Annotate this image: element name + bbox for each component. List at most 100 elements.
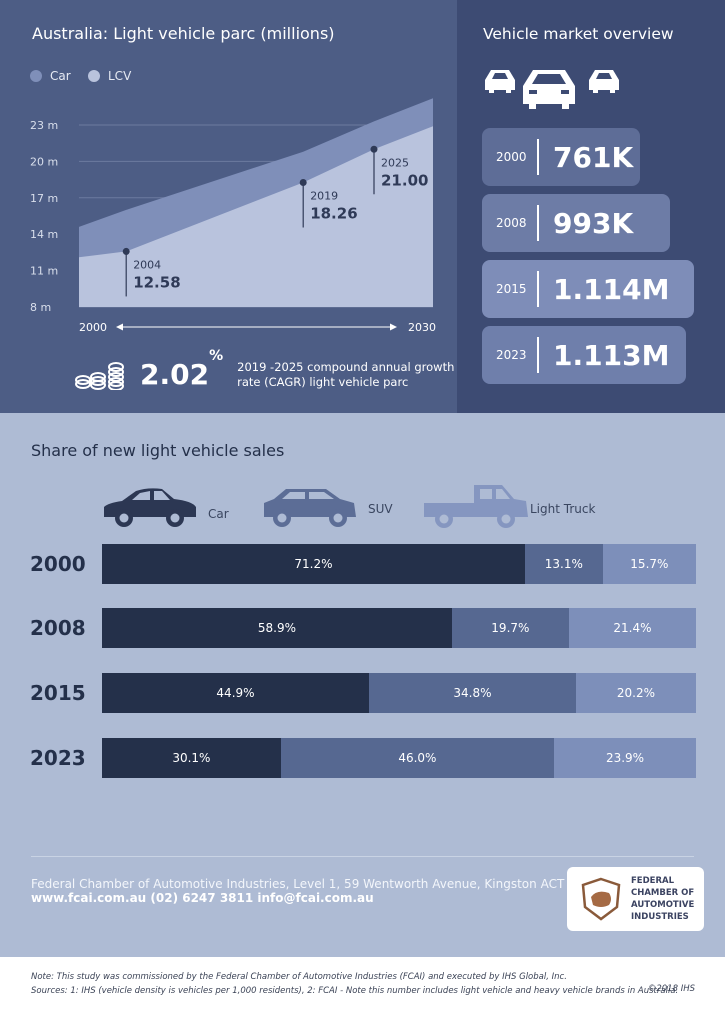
fcai-logo-text: FEDERAL CHAMBER OF AUTOMOTIVE INDUSTRIES [631,875,694,923]
bar-segment-suv: 19.7% [451,608,569,648]
market-value: 993K [553,206,634,240]
area-series-lcv [79,126,433,307]
bar-segment-car: 30.1% [102,738,281,778]
x-axis-arrow-right [390,323,397,331]
fcai-logo-line-2: CHAMBER OF [631,888,695,898]
x-start-label: 2000 [79,321,107,334]
contact-text: www.fcai.com.au (02) 6247 3811 info@fcai… [31,891,374,905]
y-tick-label: 8 m [30,301,51,314]
market-separator [537,271,539,307]
annotation-year: 2019 [310,190,338,203]
bar-segment-car: 71.2% [102,544,525,584]
market-separator [537,337,539,373]
y-tick-label: 17 m [30,192,58,205]
bar-year-label: 2015 [30,681,86,705]
y-tick-label: 14 m [30,228,58,241]
bar-row-2008: 2008 58.9% 19.7% 21.4% [30,608,696,648]
legend-light-truck: Light Truck [530,502,596,516]
cagr-description: 2019 -2025 compound annual growth rate (… [237,359,455,389]
suv-icon [264,489,356,527]
bar-segment-suv: 46.0% [280,738,555,778]
bar-segment-suv: 13.1% [524,544,603,584]
market-box-2008: 2008 993K [482,194,670,252]
bar-row-2023: 2023 30.1% 46.0% 23.9% [30,738,696,778]
annotation-year: 2025 [381,156,409,169]
legend-lcv-label: LCV [108,69,132,83]
annotation-point [370,145,378,153]
fcai-logo: FEDERAL CHAMBER OF AUTOMOTIVE INDUSTRIES [567,867,704,931]
legend-lcv-swatch [88,70,100,82]
bar-segment-suv: 34.8% [368,673,576,713]
market-value: 761K [553,140,634,174]
legend-car-swatch [30,70,42,82]
parc-panel: Australia: Light vehicle parc (millions)… [0,0,457,413]
parc-chart-title: Australia: Light vehicle parc (millions) [32,24,335,43]
bar-segment-light-truck: 23.9% [554,738,696,778]
y-tick-label: 11 m [30,265,58,278]
cars-front-icon [485,70,619,109]
market-separator [537,139,539,175]
market-box-2000: 2000 761K [482,128,640,186]
fcai-logo-line-4: INDUSTRIES [631,912,689,922]
fcai-emblem-icon [581,877,621,921]
annotation-year: 2004 [133,258,161,271]
bar-year-label: 2008 [30,616,86,640]
coins-icon [75,361,124,390]
market-overview-panel: Vehicle market overview 2000 761K 2008 993K… [457,0,725,413]
fcai-logo-line-1: FEDERAL [631,876,675,886]
footnotes: Note: This study was commissioned by the… [31,970,711,998]
bar-track: 44.9% 34.8% 20.2% [102,673,696,713]
fcai-logo-line-3: AUTOMOTIVE [631,900,695,910]
bar-segment-light-truck: 21.4% [568,608,696,648]
parc-area-chart: 8 m 11 m 14 m 17 m 20 m 23 m 2004 12.58 2019 18.… [30,98,436,334]
market-value: 1.114M [553,272,670,306]
annotation-point [122,247,130,255]
address-text: Federal Chamber of Automotive Industries… [31,877,599,891]
cagr-percent-sign: % [209,348,224,364]
market-separator [537,205,539,241]
bar-track: 71.2% 13.1% 15.7% [102,544,696,584]
market-overview-title: Vehicle market overview [483,25,674,43]
bar-segment-car: 44.9% [102,673,369,713]
market-year: 2023 [496,348,527,362]
share-chart-title: Share of new light vehicle sales [31,441,285,460]
market-year: 2000 [496,150,527,164]
light-truck-icon [424,485,528,528]
footer-divider [31,856,694,857]
cagr-number: 2.02 [140,358,210,391]
y-tick-label: 23 m [30,119,58,132]
legend-car-label: Car [50,69,71,83]
bar-segment-car: 58.9% [102,608,452,648]
market-year: 2008 [496,216,527,230]
footnote-line-1: Note: This study was commissioned by the… [31,972,567,982]
share-panel: Share of new light vehicle sales Car SUV… [0,413,725,957]
bar-year-label: 2023 [30,746,86,770]
y-tick-label: 20 m [30,155,58,168]
bar-row-2015: 2015 44.9% 34.8% 20.2% [30,673,696,713]
bar-track: 30.1% 46.0% 23.9% [102,738,696,778]
annotation-value: 18.26 [310,205,357,223]
x-axis-arrow-left [116,323,123,331]
bar-year-label: 2000 [30,552,86,576]
legend-suv: SUV [368,502,393,516]
legend-car: Car [30,69,71,83]
annotation-value: 12.58 [133,273,180,291]
market-box-2015: 2015 1.114M [482,260,694,318]
footnote-line-2: Sources: 1: IHS (vehicle density is vehi… [31,986,679,996]
cagr-value: 2.02% [140,348,223,391]
bar-segment-light-truck: 20.2% [575,673,696,713]
annotation-value: 21.00 [381,171,428,189]
market-year: 2015 [496,282,527,296]
cagr-block: 2.02% 2019 -2025 compound annual growth … [74,348,457,391]
bar-segment-light-truck: 15.7% [602,544,696,584]
legend-lcv: LCV [88,69,131,83]
bar-track: 58.9% 19.7% 21.4% [102,608,696,648]
copyright: ©2018 IHS [647,984,695,994]
market-box-2023: 2023 1.113M [482,326,686,384]
bar-row-2000: 2000 71.2% 13.1% 15.7% [30,544,696,584]
car-icon [104,488,196,527]
annotation-point [299,179,307,187]
legend-car-vehicle: Car [208,507,229,521]
x-end-label: 2030 [408,321,436,334]
market-value: 1.113M [553,338,670,372]
